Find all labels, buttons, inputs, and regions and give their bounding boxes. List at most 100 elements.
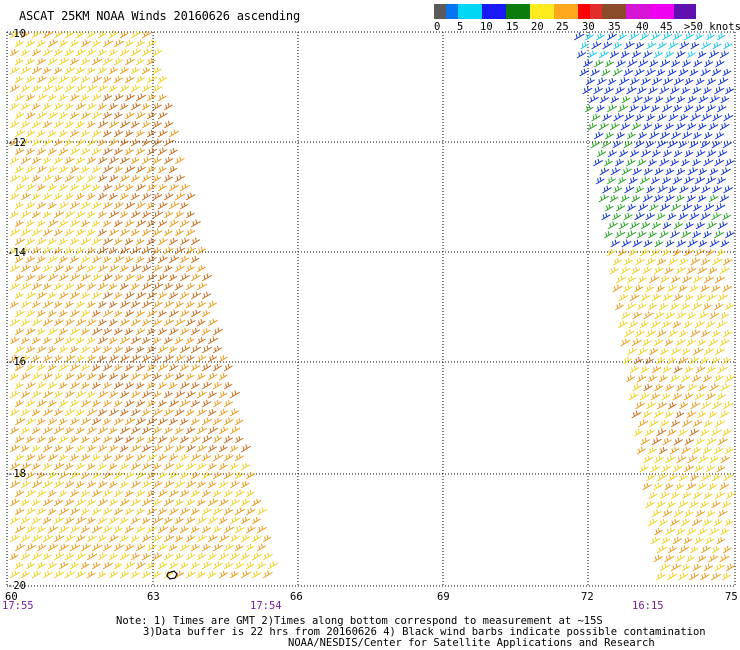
wind-barb	[20, 66, 32, 75]
wind-barb	[124, 255, 134, 264]
wind-barb	[653, 410, 664, 419]
wind-barb	[610, 95, 620, 104]
wind-barb	[722, 500, 731, 509]
wind-barb	[708, 122, 719, 131]
wind-barb	[689, 140, 699, 149]
wind-barb	[637, 347, 649, 356]
wind-barb	[53, 372, 63, 381]
wind-barb	[168, 237, 179, 246]
pass-time: 17:55	[2, 600, 34, 612]
wind-barb	[58, 291, 69, 300]
wind-barb	[25, 345, 36, 354]
wind-barb	[681, 230, 692, 239]
wind-barb	[613, 41, 623, 50]
wind-barb	[716, 32, 726, 41]
wind-barb	[201, 453, 212, 462]
wind-barb	[47, 507, 57, 516]
wind-barb	[163, 210, 174, 219]
wind-barb	[113, 39, 125, 48]
wind-barb	[168, 147, 178, 156]
wind-barb	[223, 363, 233, 372]
wind-barb	[157, 525, 169, 534]
wind-barb	[124, 435, 135, 444]
wind-barb	[643, 455, 654, 464]
wind-barb	[31, 336, 41, 345]
wind-barb	[190, 291, 202, 300]
wind-barb	[229, 426, 241, 435]
wind-barb	[669, 446, 680, 455]
wind-barb	[196, 534, 208, 543]
wind-barb	[86, 408, 98, 417]
wind-barb	[91, 93, 102, 102]
wind-barb	[141, 264, 152, 273]
wind-barb	[709, 383, 720, 392]
wind-barb	[14, 489, 25, 498]
wind-barb	[9, 84, 21, 93]
wind-barb	[146, 525, 157, 534]
wind-barb	[621, 239, 632, 248]
wind-barb	[124, 219, 135, 228]
wind-barb	[190, 255, 200, 264]
wind-barb	[218, 372, 228, 381]
wind-barb	[638, 131, 647, 140]
wind-barb	[196, 516, 208, 525]
wind-barb	[174, 156, 185, 165]
wind-barb	[720, 311, 730, 320]
wind-barb	[657, 257, 667, 266]
wind-barb	[31, 516, 42, 525]
wind-barb	[36, 165, 47, 174]
wind-barb	[174, 318, 186, 327]
wind-barb	[135, 273, 145, 282]
wind-barb	[634, 140, 645, 149]
wind-barb	[240, 534, 251, 543]
wind-barb	[141, 570, 151, 579]
wind-barb	[108, 66, 119, 75]
wind-barb	[223, 471, 234, 480]
wind-barb	[42, 516, 52, 525]
wind-barb	[703, 86, 712, 95]
wind-barb	[69, 219, 81, 228]
wind-barb	[31, 30, 42, 39]
wind-barb	[75, 516, 87, 525]
wind-barb	[642, 266, 652, 275]
wind-barb	[179, 543, 191, 552]
wind-barb	[58, 57, 70, 66]
wind-barb	[711, 545, 721, 554]
wind-barb	[146, 345, 157, 354]
wind-barb	[712, 113, 722, 122]
wind-barb	[91, 471, 101, 480]
wind-barb	[42, 480, 54, 489]
wind-barb	[75, 30, 85, 39]
wind-barb	[14, 561, 24, 570]
wind-barb	[722, 140, 733, 149]
wind-barb	[31, 48, 42, 57]
wind-barb	[25, 291, 37, 300]
wind-barb	[135, 219, 147, 228]
wind-barb	[706, 149, 717, 158]
wind-barb	[692, 491, 703, 500]
wind-barb	[598, 122, 609, 131]
wind-barb	[86, 102, 97, 111]
wind-barb	[130, 336, 142, 345]
wind-barb	[179, 525, 189, 534]
wind-barb	[642, 482, 652, 491]
wind-barb	[637, 275, 647, 284]
wind-barb	[604, 230, 613, 239]
wind-barb	[135, 561, 146, 570]
wind-barb	[58, 201, 69, 210]
scale-label: 0	[434, 21, 441, 33]
wind-barb	[130, 48, 142, 57]
wind-barb	[673, 149, 683, 158]
wind-barb	[616, 131, 625, 140]
wind-barb	[36, 399, 47, 408]
wind-barb	[673, 509, 684, 518]
wind-barb	[190, 507, 200, 516]
wind-barb	[234, 489, 245, 498]
wind-barb	[36, 381, 47, 390]
wind-barb	[610, 239, 621, 248]
wind-barb	[91, 561, 101, 570]
wind-barb	[650, 392, 661, 401]
wind-barb	[75, 552, 87, 561]
wind-barb	[75, 48, 87, 57]
